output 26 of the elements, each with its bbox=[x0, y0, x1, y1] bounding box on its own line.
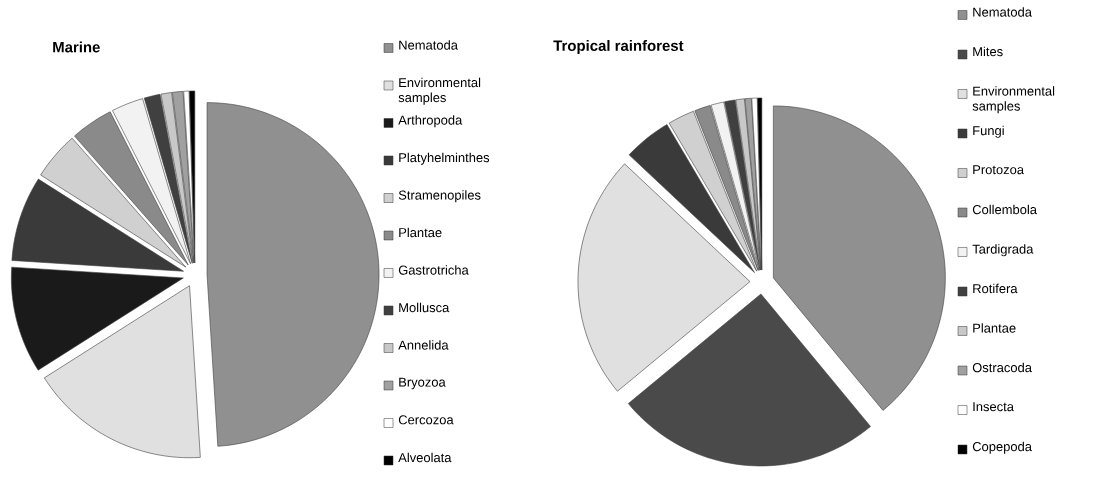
legend-label: Alveolata bbox=[398, 452, 452, 463]
legend-label: Environmental samples bbox=[398, 77, 481, 105]
legend-label: Copepoda bbox=[972, 441, 1032, 454]
legend-label: Arthropoda bbox=[398, 115, 463, 128]
legend-label: Stramenopiles bbox=[398, 190, 481, 203]
legend-label: Fungi bbox=[973, 125, 1004, 138]
legend-label: Nematoda bbox=[973, 7, 1032, 17]
legend-label: Nematoda bbox=[399, 40, 458, 50]
legend-label: Plantae bbox=[399, 227, 442, 238]
legend-label: Mollusca bbox=[399, 302, 450, 313]
legend-label: Plantae bbox=[973, 323, 1016, 333]
legend-label: Ostracoda bbox=[972, 362, 1032, 373]
legend-label: Tardigrada bbox=[972, 244, 1034, 257]
chart-title: Marine bbox=[53, 41, 100, 53]
legend-label: Insecta bbox=[973, 402, 1014, 412]
legend-label: Bryozoa bbox=[399, 377, 446, 390]
text: Tropical rainforest bbox=[553, 40, 684, 54]
legend-label: Collembola bbox=[972, 204, 1037, 215]
legend-label: Rotifera bbox=[973, 283, 1018, 294]
legend-label: Mites bbox=[973, 46, 1003, 57]
legend-label: Protozoa bbox=[973, 165, 1025, 175]
legend-label: Annelida bbox=[398, 340, 449, 350]
legend-label: Platyhelminthes bbox=[399, 152, 490, 165]
legend-label: Cercozoa bbox=[398, 415, 454, 425]
legend-label: Gastrotricha bbox=[398, 265, 469, 275]
legend-label: Environmental samples bbox=[972, 86, 1055, 114]
